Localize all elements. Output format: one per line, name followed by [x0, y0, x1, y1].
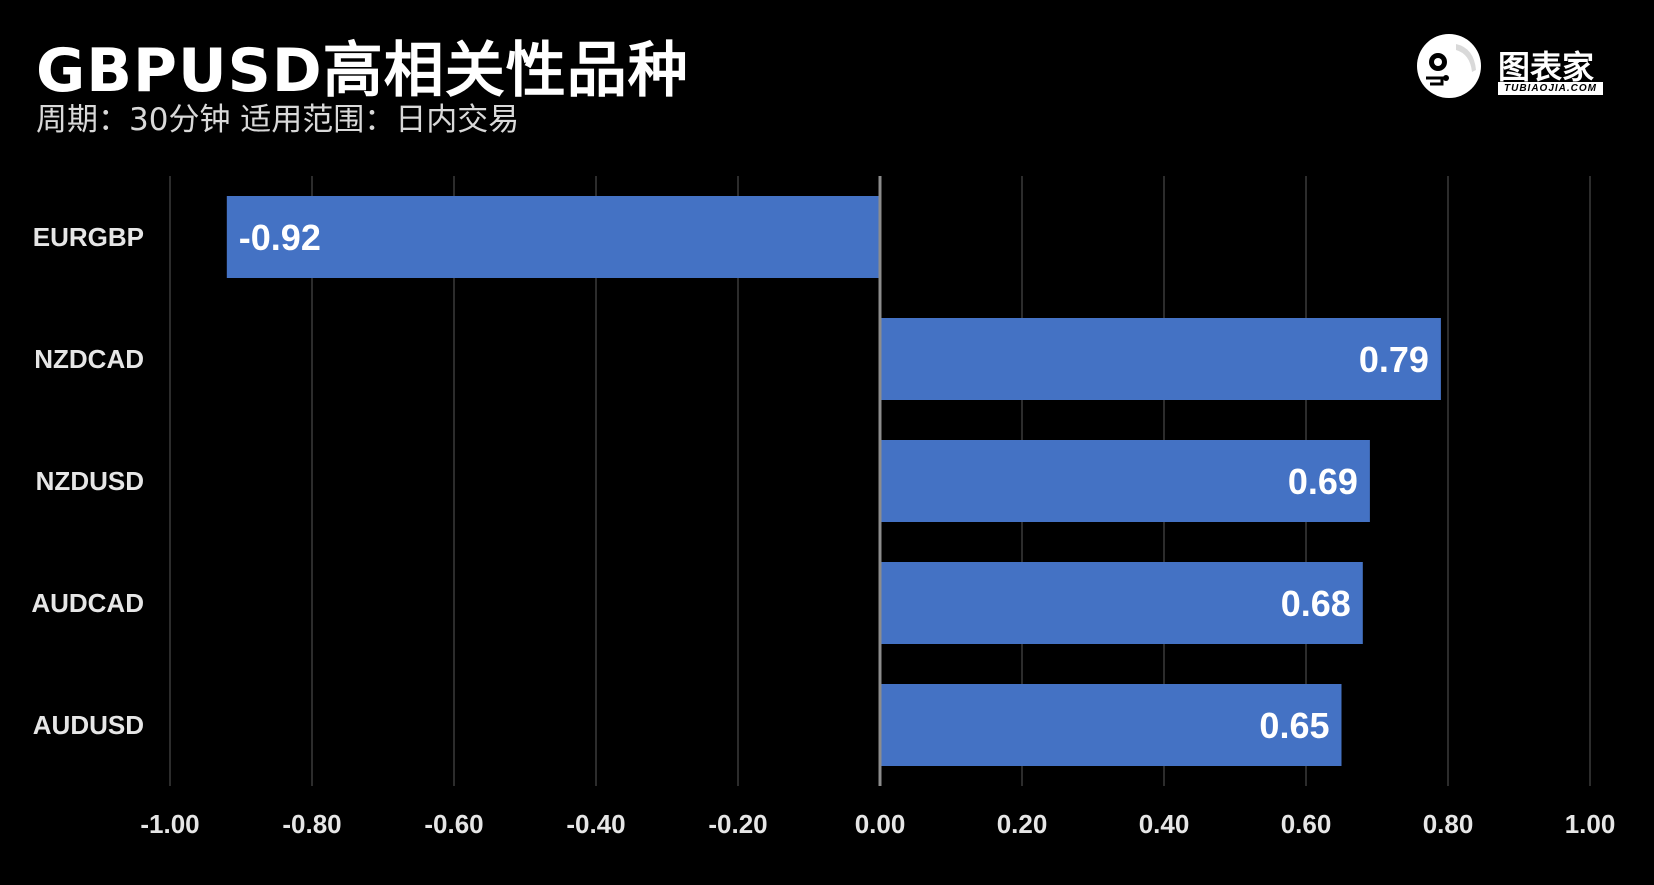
- x-tick-label: 0.60: [1281, 809, 1332, 839]
- bar: [880, 684, 1342, 766]
- data-label: -0.92: [239, 217, 321, 258]
- logo-name: 图表家: [1498, 48, 1595, 86]
- x-tick-label: 1.00: [1565, 809, 1616, 839]
- x-tick-label: -0.60: [424, 809, 483, 839]
- bar: [226, 196, 881, 278]
- x-tick-label: 0.00: [855, 809, 906, 839]
- brand-logo: 图表家 TUBIAOJIA.COM: [1416, 32, 1616, 102]
- category-label: AUDCAD: [31, 588, 144, 618]
- data-label: 0.68: [1281, 583, 1351, 624]
- category-label: NZDCAD: [34, 344, 144, 374]
- category-label: NZDUSD: [36, 466, 144, 496]
- x-tick-label: -1.00: [140, 809, 199, 839]
- x-tick-label: 0.40: [1139, 809, 1190, 839]
- logo-subtext: TUBIAOJIA.COM: [1498, 82, 1603, 95]
- chart-title: GBPUSD高相关性品种: [36, 36, 689, 106]
- x-tick-label: -0.40: [566, 809, 625, 839]
- x-tick-label: -0.20: [708, 809, 767, 839]
- category-label: EURGBP: [33, 222, 144, 252]
- data-label: 0.65: [1259, 705, 1329, 746]
- bar: [880, 562, 1363, 644]
- bar: [880, 318, 1441, 400]
- data-label: 0.79: [1359, 339, 1429, 380]
- x-tick-label: -0.80: [282, 809, 341, 839]
- category-label: AUDUSD: [33, 710, 144, 740]
- x-tick-label: 0.20: [997, 809, 1048, 839]
- chart-subtitle: 周期：30分钟 适用范围：日内交易: [36, 102, 520, 138]
- data-label: 0.69: [1288, 461, 1358, 502]
- robot-head-icon: [1417, 34, 1481, 98]
- bar: [880, 440, 1370, 522]
- x-tick-label: 0.80: [1423, 809, 1474, 839]
